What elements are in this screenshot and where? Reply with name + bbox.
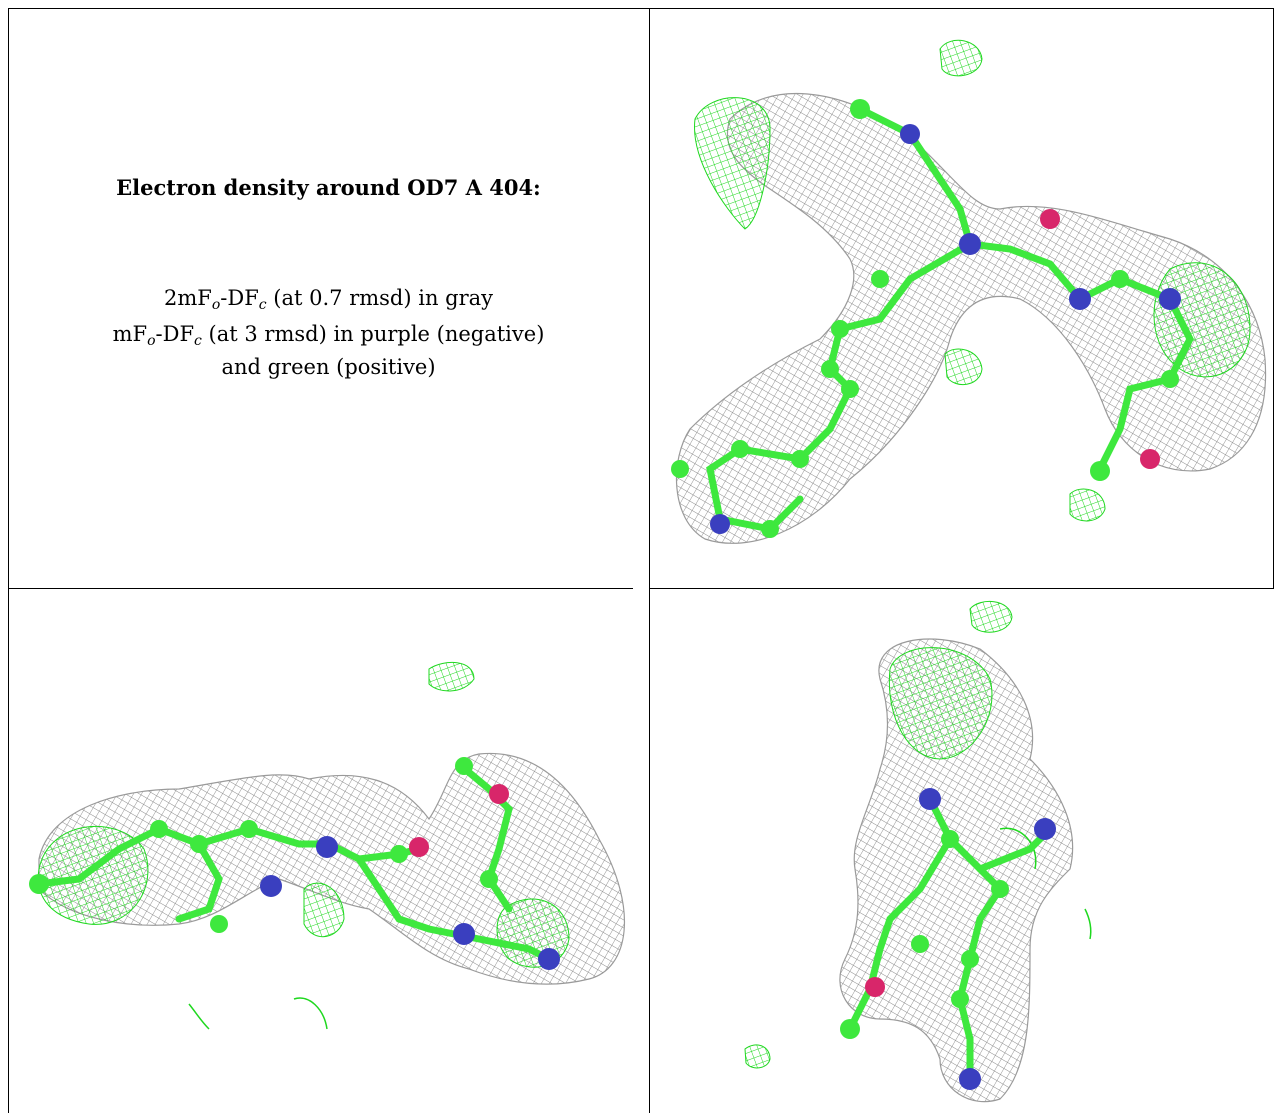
top-border: [8, 8, 1273, 9]
caption-line-2: mFo-DFc (at 3 rmsd) in purple (negative): [8, 322, 649, 349]
caption-line-1-sub-o: o: [211, 297, 221, 313]
caption-title: Electron density around OD7 A 404:: [116, 175, 541, 200]
caption-cell: Electron density around OD7 A 404: 2mFo-…: [8, 8, 649, 588]
caption-line-1-pre: 2mF: [163, 286, 212, 310]
positive-density-blob: [303, 882, 345, 938]
positive-density-blob: [1084, 908, 1092, 940]
density-image-top-right: [671, 39, 1267, 544]
caption-line-1-sub-c: c: [258, 297, 267, 313]
caption-line-2-pre: mF: [112, 322, 148, 346]
positive-density-blob: [939, 39, 983, 77]
center-border: [649, 8, 650, 1113]
positive-density-blob: [188, 1003, 210, 1030]
density-image-bottom-left: [29, 661, 626, 1030]
figure-grid: Electron density around OD7 A 404: 2mFo-…: [8, 8, 1274, 1113]
middle-border-left: [8, 588, 633, 589]
left-border: [8, 8, 9, 1113]
caption-line-1: 2mFo-DFc (at 0.7 rmsd) in gray: [8, 286, 649, 313]
positive-density-blob: [944, 348, 983, 385]
positive-density-blob: [744, 1044, 771, 1069]
positive-density-blob: [888, 647, 993, 760]
density-view-bottom-left: [9, 589, 649, 1113]
caption-line-2-post: (at 3 rmsd) in purple (negative): [201, 322, 545, 346]
caption-line-1-post: (at 0.7 rmsd) in gray: [266, 286, 494, 310]
positive-density-blob: [428, 661, 475, 692]
middle-border-right: [649, 588, 1274, 589]
caption-line-3: and green (positive): [221, 355, 436, 379]
right-border: [1273, 8, 1274, 588]
gray-density-mesh: [839, 638, 1074, 1103]
caption-line-2-sub-o: o: [147, 333, 156, 349]
ligand-atoms: [29, 757, 560, 970]
positive-density-blob: [694, 97, 771, 230]
density-view-top-right: [650, 9, 1273, 588]
caption-line-2-mid: -DF: [155, 322, 195, 346]
density-image-bottom-right: [744, 601, 1092, 1103]
positive-density-blob: [1069, 488, 1106, 522]
caption-line-1-mid: -DF: [220, 286, 259, 310]
positive-density-blob: [969, 601, 1013, 633]
positive-density-blob: [1153, 262, 1251, 378]
ligand-atoms: [840, 788, 1056, 1090]
caption-line-2-sub-c: c: [194, 333, 202, 349]
positive-density-blob: [999, 827, 1037, 870]
ligand-atoms: [671, 99, 1181, 538]
density-view-bottom-right: [650, 589, 1273, 1113]
positive-density-blob: [293, 997, 328, 1030]
